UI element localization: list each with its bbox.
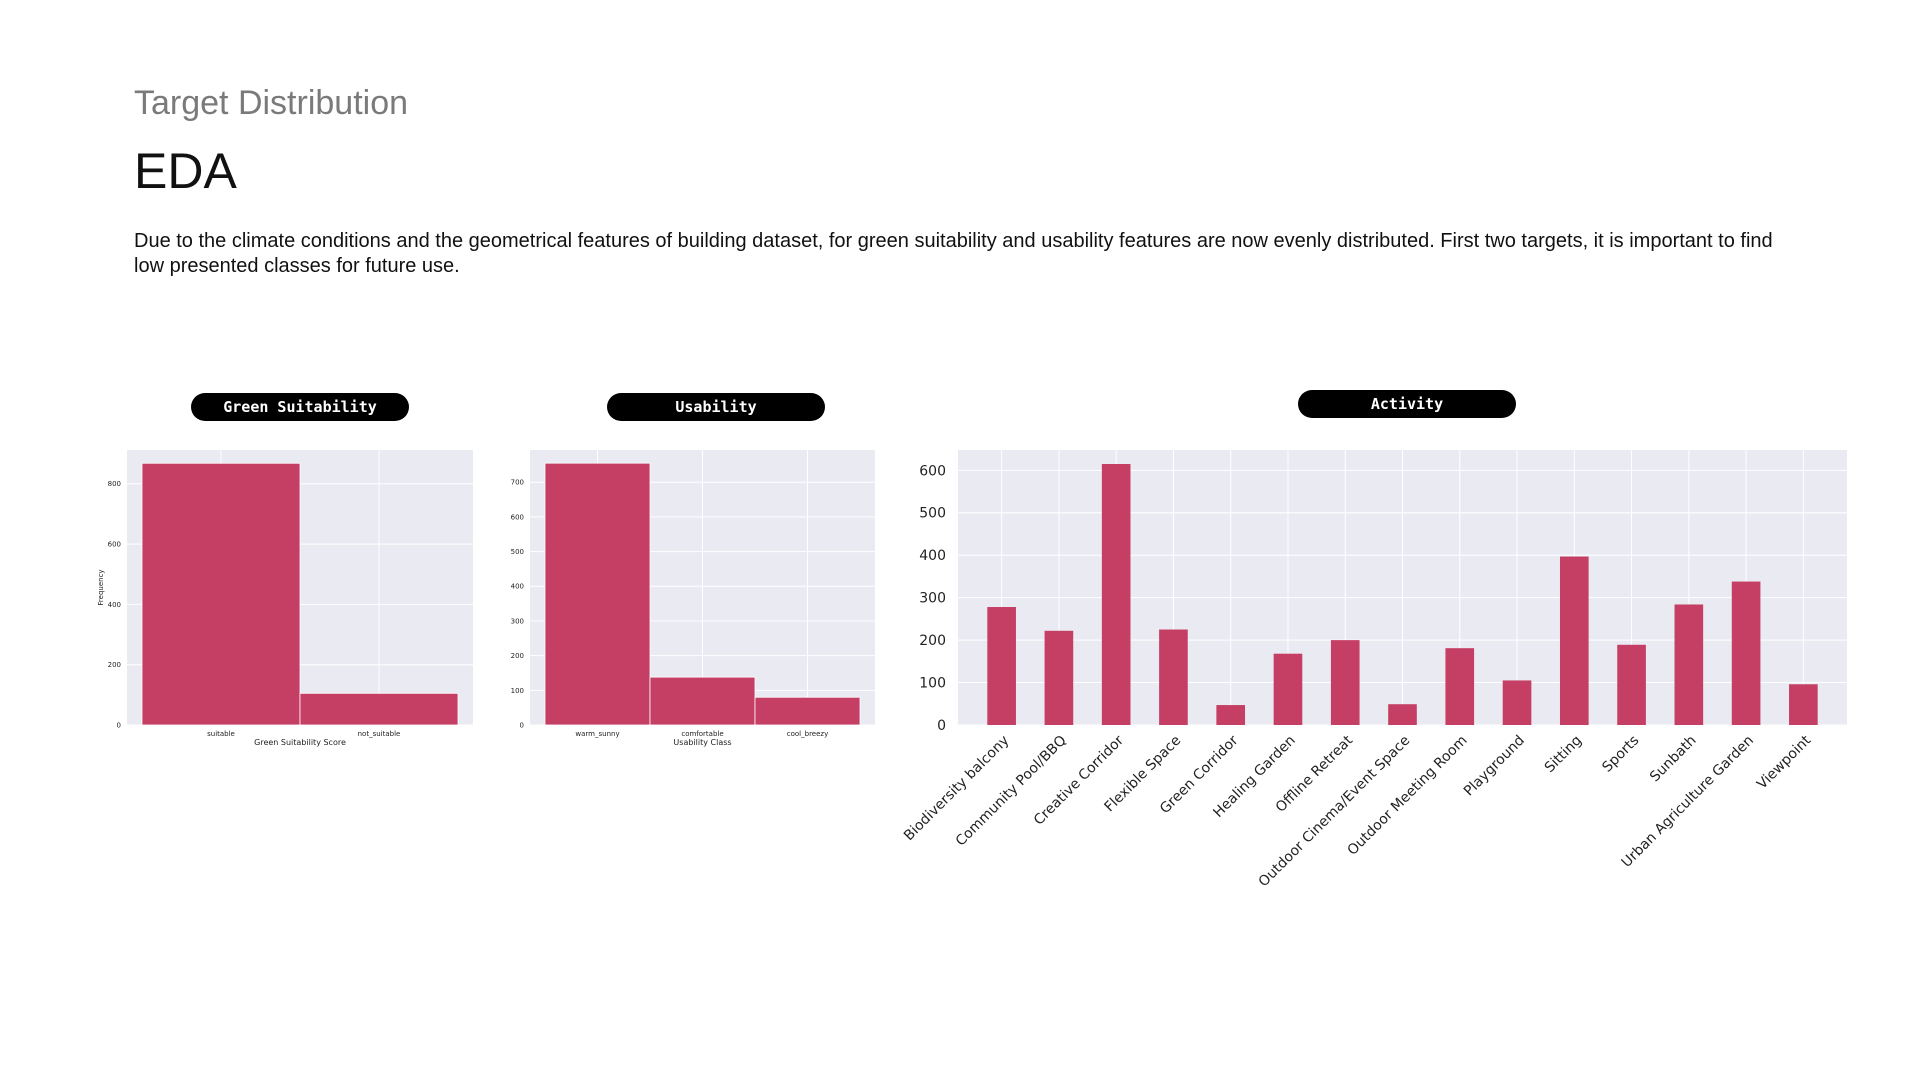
y-tick-label: 600 [919, 463, 946, 479]
activity-pill: Activity [1298, 390, 1516, 418]
y-tick-label: 300 [511, 617, 524, 625]
bar-4 [1216, 705, 1246, 725]
y-tick-label: 400 [919, 548, 946, 564]
bar-3 [1159, 629, 1188, 725]
y-tick-label: 400 [108, 601, 121, 609]
x-tick-label: Sports [1599, 733, 1642, 776]
x-tick-label: comfortable [681, 730, 723, 738]
slide-subtitle: Target Distribution [134, 84, 409, 122]
y-tick-label: 100 [511, 687, 524, 695]
x-tick-label: not_suitable [358, 730, 401, 738]
bar-1 [1044, 630, 1074, 725]
bar-1 [649, 676, 756, 726]
y-tick-label: 200 [108, 661, 121, 669]
y-tick-label: 300 [919, 591, 946, 607]
y-tick-label: 500 [511, 548, 524, 556]
x-tick-label: Viewpoint [1754, 732, 1814, 792]
x-tick-label: warm_sunny [575, 730, 619, 738]
bar-7 [1388, 704, 1417, 725]
bar-0 [544, 462, 651, 726]
bar-10 [1559, 556, 1589, 725]
y-tick-label: 200 [511, 652, 524, 660]
x-tick-label: Biodiversity balcony [901, 733, 1013, 845]
bar-0 [987, 607, 1016, 725]
y-tick-label: 600 [108, 541, 121, 549]
y-tick-label: 100 [919, 675, 946, 691]
bar-6 [1330, 640, 1360, 725]
y-tick-label: 200 [919, 633, 946, 649]
green-suitability-pill: Green Suitability [191, 393, 409, 421]
bar-2 [1101, 464, 1131, 725]
y-axis-label: Frequency [97, 569, 105, 605]
x-tick-label: Sunbath [1647, 733, 1700, 786]
x-axis-label: Usability Class [673, 738, 731, 747]
x-tick-label: Sitting [1542, 733, 1585, 776]
x-tick-label: Playground [1461, 733, 1528, 800]
bar-11 [1617, 644, 1646, 725]
y-tick-label: 600 [511, 513, 524, 521]
bar-1 [299, 692, 459, 726]
bar-14 [1789, 684, 1818, 725]
y-tick-label: 0 [520, 721, 524, 729]
bar-8 [1445, 648, 1475, 725]
bar-0 [141, 462, 301, 726]
y-tick-label: 500 [919, 506, 946, 522]
slide-title: EDA [134, 143, 237, 199]
y-tick-label: 0 [937, 718, 946, 734]
x-tick-label: Outdoor Meeting Room [1344, 733, 1470, 859]
y-tick-label: 400 [511, 583, 524, 591]
y-tick-label: 0 [117, 721, 121, 729]
y-tick-label: 800 [108, 480, 121, 488]
slide-description: Due to the climate conditions and the ge… [134, 230, 1773, 277]
bar-5 [1273, 653, 1303, 725]
usability-pill: Usability [607, 393, 825, 421]
x-tick-label: suitable [207, 730, 235, 738]
bar-9 [1502, 680, 1532, 725]
bar-13 [1731, 581, 1761, 725]
bar-12 [1674, 604, 1704, 725]
bar-2 [754, 696, 861, 726]
x-axis-label: Green Suitability Score [254, 738, 346, 747]
x-tick-label: Community Pool/BBQ [953, 733, 1070, 850]
x-tick-label: cool_breezy [787, 730, 828, 738]
y-tick-label: 700 [511, 479, 524, 487]
